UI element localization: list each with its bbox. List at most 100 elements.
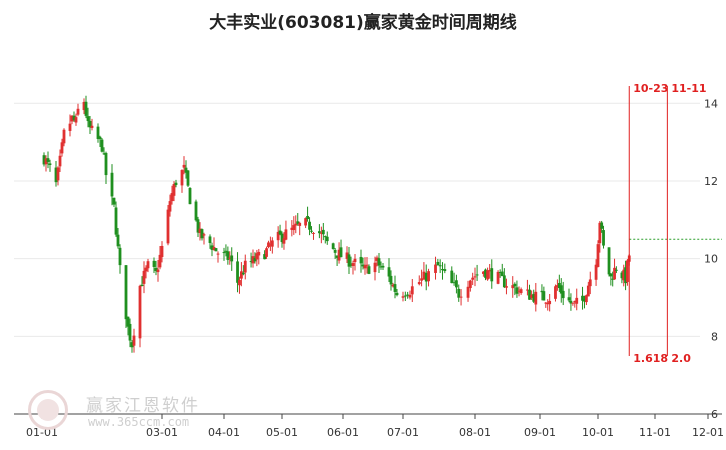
candle [353, 253, 357, 271]
candle [622, 264, 626, 287]
candle-body [269, 244, 272, 246]
candle-body [140, 284, 144, 286]
candle [559, 278, 563, 303]
candle-body [110, 172, 114, 197]
candle [140, 276, 144, 287]
candle-body [130, 342, 134, 348]
candle-body [422, 271, 426, 280]
candle-body [596, 244, 600, 267]
candle [317, 224, 321, 239]
candle-body [282, 238, 286, 244]
candle-body [166, 209, 170, 244]
candle [265, 246, 268, 259]
candle-body [496, 271, 500, 284]
candle [198, 222, 202, 241]
candle [519, 287, 523, 295]
candle-body [436, 261, 440, 266]
candle [571, 302, 575, 306]
candle [361, 257, 365, 270]
candle-body [408, 294, 412, 298]
candle-body [359, 256, 363, 264]
candle-body [468, 280, 472, 289]
candle-body [88, 120, 92, 128]
candle [546, 299, 550, 311]
candle-body [76, 108, 80, 115]
candle [393, 275, 397, 299]
x-tick-label: 08-01 [459, 426, 491, 439]
candle-body [530, 294, 534, 298]
candle [228, 251, 232, 265]
candle-body [84, 101, 88, 116]
candle-body [126, 316, 130, 327]
candle-body [98, 136, 102, 140]
candle [180, 169, 184, 193]
candle-body [265, 248, 268, 257]
candle [304, 217, 308, 229]
candle [532, 289, 536, 303]
candle [333, 247, 337, 260]
candle-body [48, 163, 52, 165]
candle-body [377, 258, 381, 266]
candle-body [611, 278, 615, 280]
candle-body [569, 300, 573, 304]
candlestick-series [42, 95, 631, 353]
candle [471, 272, 475, 286]
candle [292, 216, 296, 235]
candle-body [142, 270, 146, 284]
candle [58, 149, 62, 172]
candle-body [546, 302, 550, 305]
candle [500, 263, 504, 277]
x-tick-label: 01-01 [26, 426, 58, 439]
candle [112, 197, 116, 207]
candle [243, 254, 247, 280]
candle [569, 293, 573, 311]
candle [424, 264, 428, 291]
candle [443, 263, 447, 274]
candle [373, 256, 377, 281]
candle-body [160, 245, 164, 258]
candle-body [534, 291, 538, 305]
candle [557, 274, 561, 293]
candle [335, 255, 339, 267]
candle-body [238, 279, 241, 286]
candle [540, 284, 544, 301]
candle-body [267, 242, 270, 248]
candle-body [170, 193, 174, 202]
candle [44, 155, 48, 172]
candle [389, 270, 393, 291]
candle-body [481, 271, 485, 274]
candle [486, 267, 489, 281]
candle-body [331, 243, 335, 249]
candle-body [490, 268, 494, 282]
candle [194, 199, 198, 222]
candle-body [118, 247, 122, 266]
candle-body [292, 225, 296, 231]
candle [387, 258, 391, 283]
candle-body [600, 222, 604, 229]
candle-body [90, 125, 94, 128]
candle [575, 288, 579, 311]
candle-body [556, 285, 559, 287]
candle-body [420, 278, 423, 281]
candle [363, 257, 367, 275]
candle [224, 244, 228, 257]
candle [46, 151, 50, 169]
candle-body [194, 201, 198, 221]
candle [238, 276, 241, 294]
candle [96, 123, 100, 143]
candle [475, 264, 479, 281]
candle [74, 113, 78, 126]
candle [530, 290, 534, 300]
candle [270, 237, 274, 254]
candle [379, 261, 383, 270]
candle-body [294, 223, 298, 226]
candle [98, 135, 102, 148]
candle [534, 282, 538, 312]
candle-body [417, 282, 421, 285]
candle-body [602, 230, 605, 246]
x-tick-label: 11-01 [639, 426, 671, 439]
candle-body [128, 323, 132, 341]
candle-body [517, 290, 521, 292]
candle [156, 259, 160, 282]
candle [459, 289, 463, 306]
